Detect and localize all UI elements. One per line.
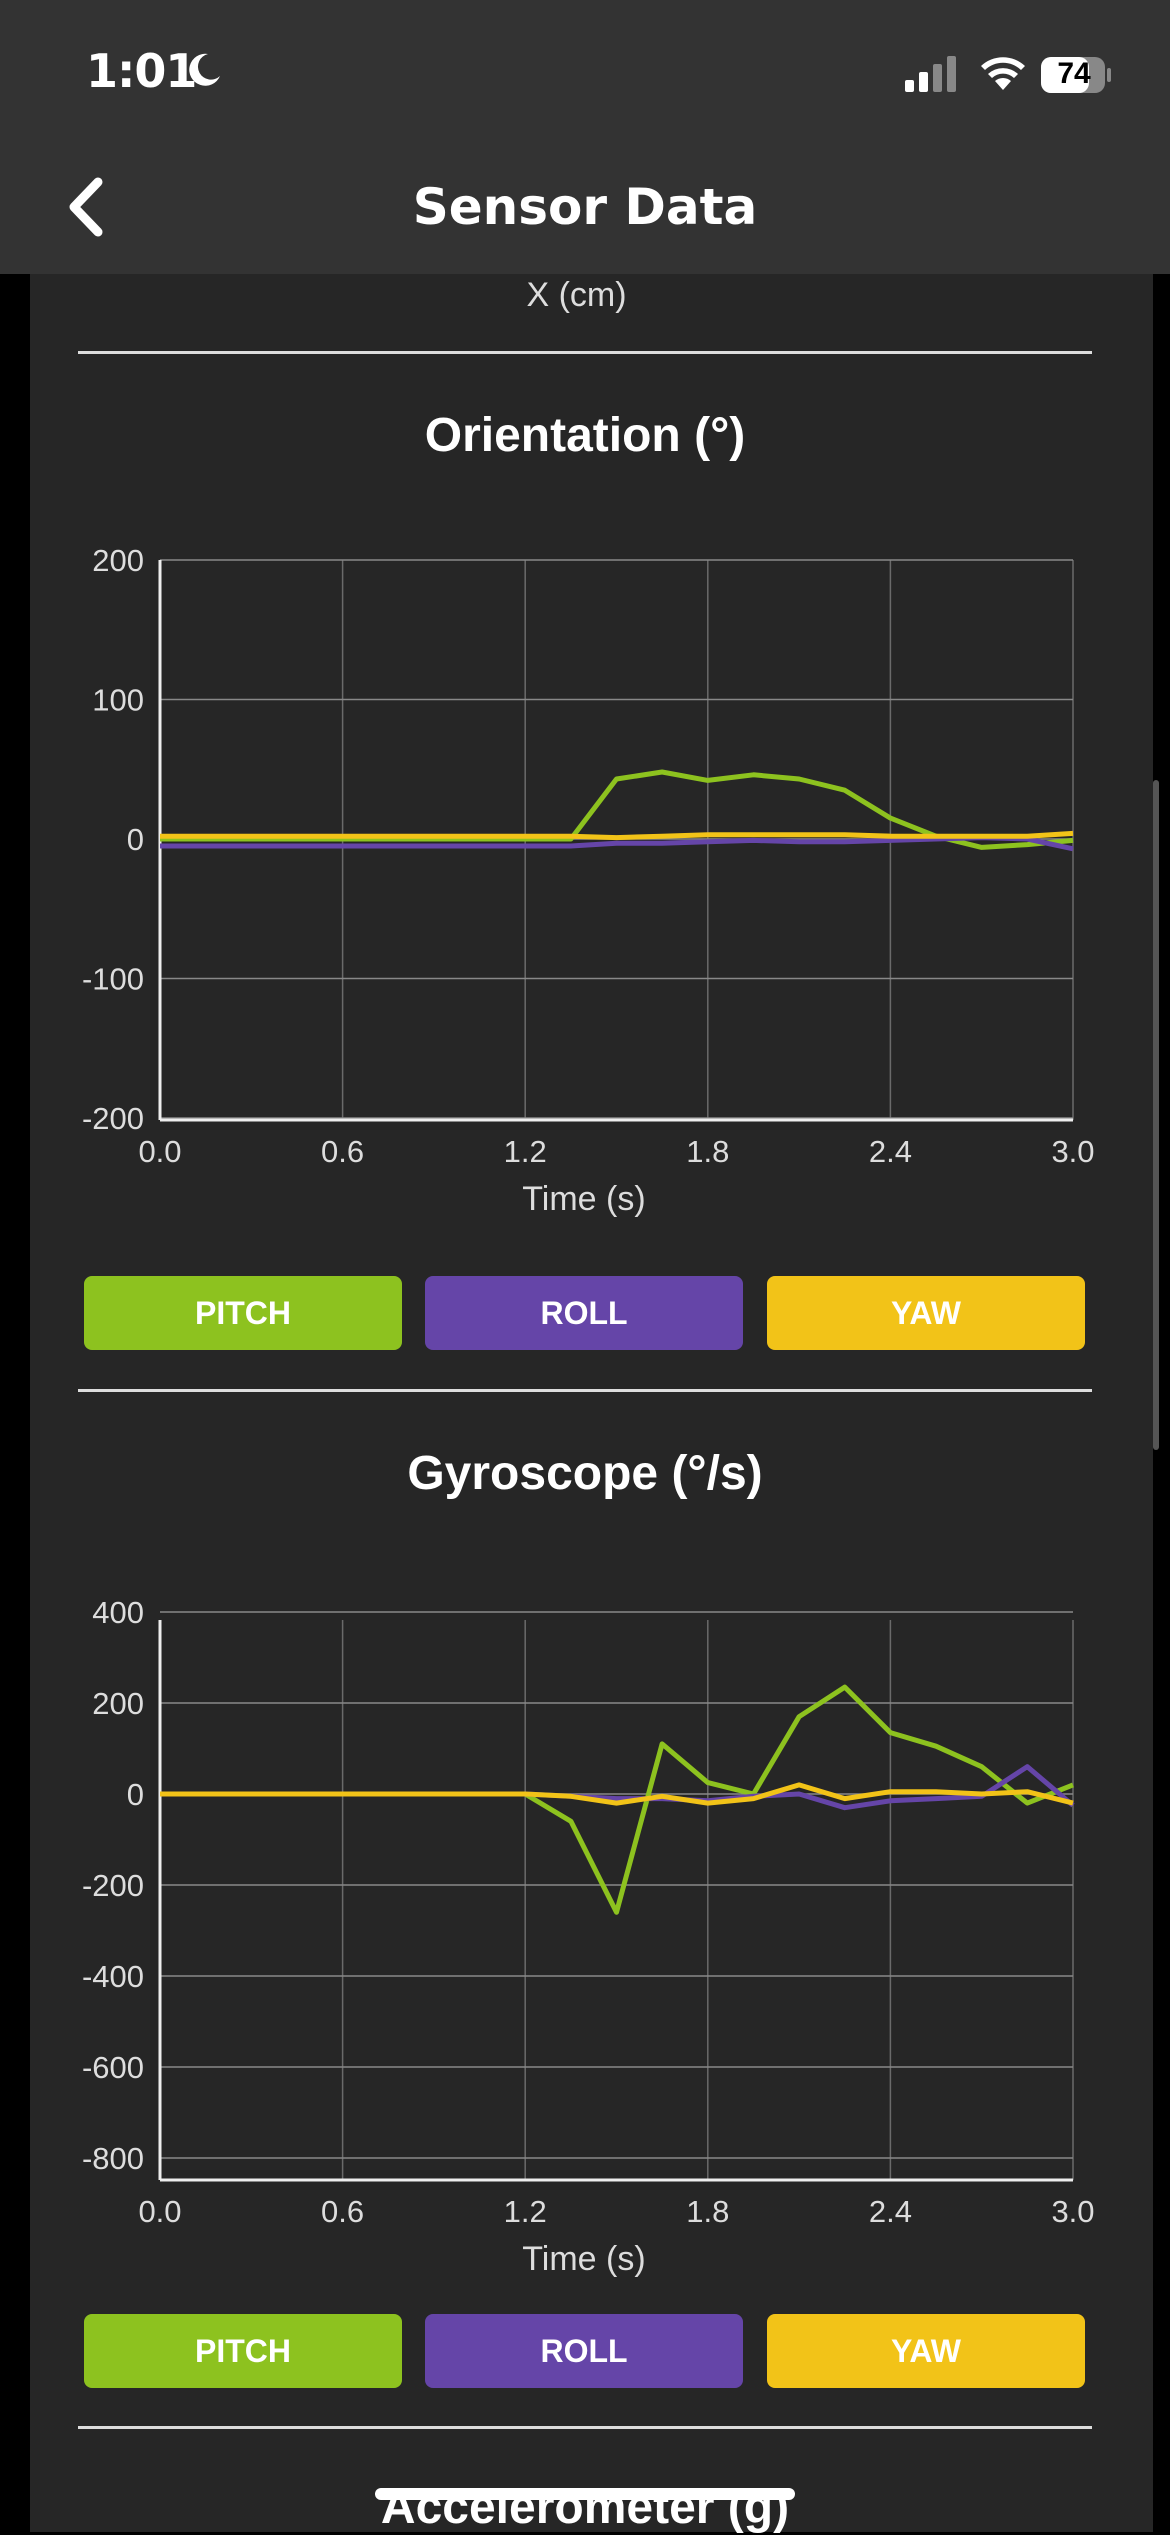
page-title: Sensor Data xyxy=(412,178,758,236)
section-divider xyxy=(78,351,1092,354)
x-tick-label: 1.8 xyxy=(686,1134,729,1169)
orientation-title: Orientation (°) xyxy=(424,409,746,462)
x-axis-label: Time (s) xyxy=(522,2240,645,2278)
x-tick-label: 3.0 xyxy=(1051,1134,1094,1169)
y-tick-label: -600 xyxy=(82,2050,144,2085)
x-tick-label: 1.2 xyxy=(504,1134,547,1169)
y-tick-label: -800 xyxy=(82,2141,144,2176)
section-divider xyxy=(78,2426,1092,2429)
x-tick-label: 0.6 xyxy=(321,2194,364,2229)
gyroscope-chart: 0.0 0.6 1.2 1.8 2.4 3.0 400 200 0 -200 -400 -600 -80… xyxy=(0,1560,1170,2280)
x-tick-label: 2.4 xyxy=(869,1134,912,1169)
y-tick-label: 100 xyxy=(92,683,144,718)
x-axis-label: Time (s) xyxy=(522,1180,645,1218)
y-tick-label: -200 xyxy=(82,1868,144,1903)
moon-icon xyxy=(189,53,220,86)
x-tick-label: 0.0 xyxy=(138,2194,181,2229)
gyroscope-title: Gyroscope (°/s) xyxy=(407,1447,763,1500)
series-line-yaw xyxy=(160,1782,1074,1806)
home-indicator xyxy=(375,2488,795,2500)
gyroscope-roll-button[interactable]: ROLL xyxy=(425,2314,743,2388)
x-tick-label: 1.8 xyxy=(686,2194,729,2229)
sensor-content-panel[interactable] xyxy=(30,274,1153,2532)
x-tick-label: 1.2 xyxy=(504,2194,547,2229)
series-line-roll xyxy=(160,835,1074,852)
y-tick-label: 400 xyxy=(92,1595,144,1630)
series-line-yaw xyxy=(160,830,1074,841)
previous-chart-x-axis-label: X (cm) xyxy=(526,276,627,314)
gyroscope-yaw-button[interactable]: YAW xyxy=(767,2314,1085,2388)
orientation-chart: 0.0 0.6 1.2 1.8 2.4 3.0 200 100 0 -100 -200 Time (s… xyxy=(0,520,1170,1240)
y-tick-label: 0 xyxy=(127,822,144,857)
x-tick-label: 0.0 xyxy=(138,1134,181,1169)
orientation-line-chart: 0.0 0.6 1.2 1.8 2.4 3.0 200 100 0 -100 -200 Time (s… xyxy=(82,543,1095,1218)
wifi-icon xyxy=(981,57,1025,90)
back-chevron-icon[interactable] xyxy=(60,172,120,242)
gyroscope-pitch-button[interactable]: PITCH xyxy=(84,2314,402,2388)
y-tick-label: -400 xyxy=(82,1959,144,1994)
y-tick-label: -100 xyxy=(82,962,144,997)
x-tick-label: 0.6 xyxy=(321,1134,364,1169)
y-tick-label: 200 xyxy=(92,1686,144,1721)
orientation-yaw-button[interactable]: YAW xyxy=(767,1276,1085,1350)
y-tick-label: -200 xyxy=(82,1101,144,1136)
y-tick-label: 200 xyxy=(92,543,144,578)
orientation-pitch-button[interactable]: PITCH xyxy=(84,1276,402,1350)
x-tick-label: 2.4 xyxy=(869,2194,912,2229)
x-tick-label: 3.0 xyxy=(1051,2194,1094,2229)
status-time: 1:01 xyxy=(86,44,197,98)
gyroscope-line-chart: 0.0 0.6 1.2 1.8 2.4 3.0 400 200 0 -200 -400 -600 -80… xyxy=(82,1595,1095,2278)
cellular-signal-icon xyxy=(905,56,956,92)
battery-level: 74 xyxy=(1057,57,1091,90)
series-line-pitch xyxy=(160,769,1074,850)
battery-icon xyxy=(1041,57,1111,93)
orientation-roll-button[interactable]: ROLL xyxy=(425,1276,743,1350)
y-tick-label: 0 xyxy=(127,1777,144,1812)
section-divider xyxy=(78,1389,1092,1392)
status-bar: 1:01 74 xyxy=(0,0,1170,140)
scrollbar[interactable] xyxy=(1153,780,1159,1450)
navigation-bar xyxy=(0,140,1170,274)
